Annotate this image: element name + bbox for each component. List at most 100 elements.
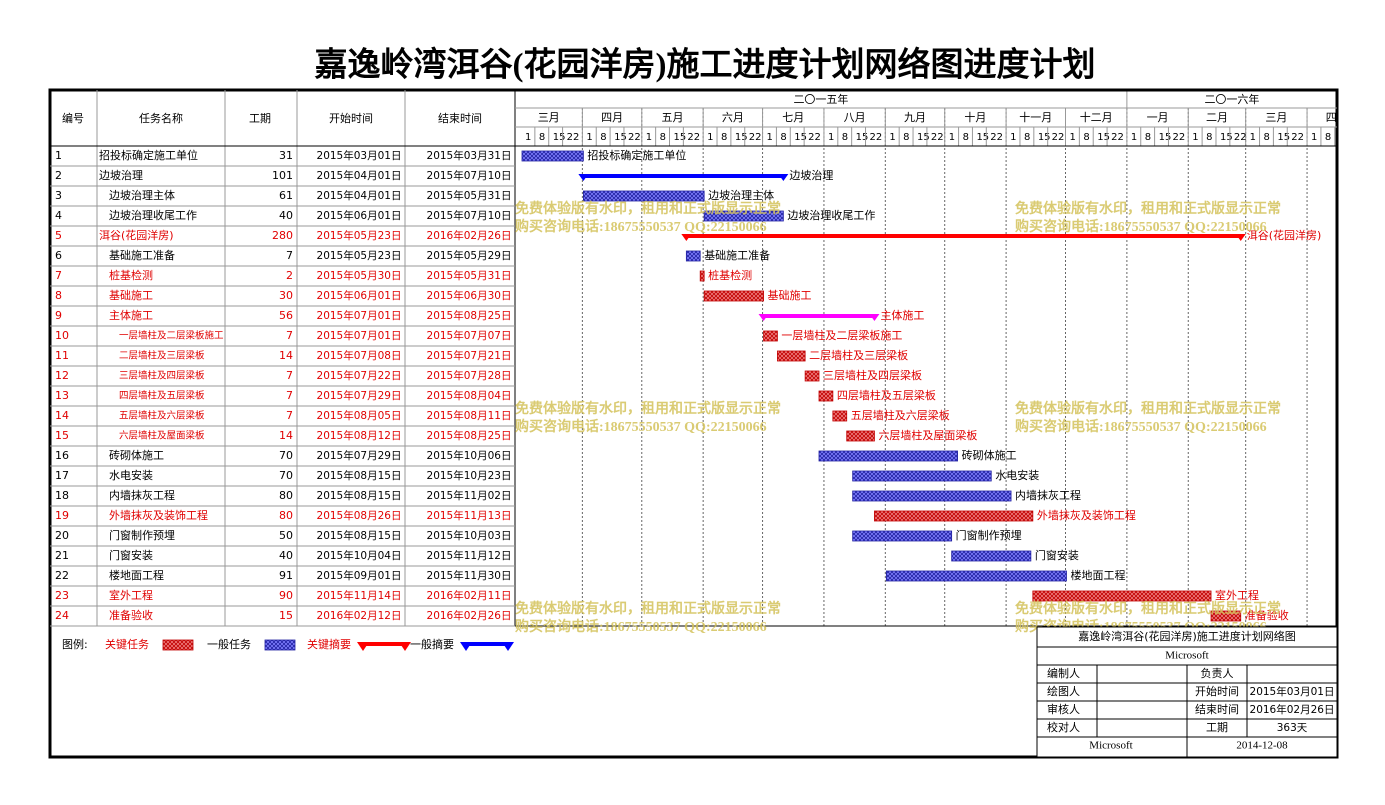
task-bar bbox=[763, 330, 778, 342]
task-id: 22 bbox=[55, 569, 69, 582]
task-id: 7 bbox=[55, 269, 62, 282]
info-value: 2016年02月26日 bbox=[1250, 703, 1335, 716]
task-end: 2015年05月29日 bbox=[427, 249, 512, 262]
task-start: 2016年02月12日 bbox=[317, 609, 402, 622]
month-label: 四月 bbox=[1326, 111, 1348, 124]
bar-label: 外墙抹灰及装饰工程 bbox=[1037, 508, 1136, 522]
legend-text: 一般任务 bbox=[207, 638, 251, 651]
day-label: 22 bbox=[1291, 132, 1304, 143]
day-label: 8 bbox=[660, 132, 666, 143]
task-duration: 70 bbox=[279, 469, 293, 482]
task-duration: 7 bbox=[286, 249, 293, 262]
task-start: 2015年08月05日 bbox=[317, 409, 402, 422]
info-company: Microsoft bbox=[1165, 650, 1208, 662]
task-end: 2015年07月07日 bbox=[427, 329, 512, 342]
task-duration: 31 bbox=[279, 149, 293, 162]
day-label: 15 bbox=[674, 132, 687, 143]
task-duration: 70 bbox=[279, 449, 293, 462]
task-name: 桩基检测 bbox=[109, 268, 153, 282]
task-name: 室外工程 bbox=[109, 588, 153, 602]
day-label: 1 bbox=[1311, 132, 1317, 143]
column-header: 结束时间 bbox=[438, 112, 482, 125]
year-label: 二〇一六年 bbox=[1204, 92, 1259, 106]
task-start: 2015年06月01日 bbox=[317, 209, 402, 222]
task-end: 2015年11月13日 bbox=[427, 509, 512, 522]
info-label: 编制人 bbox=[1047, 666, 1080, 680]
task-end: 2015年10月23日 bbox=[427, 469, 512, 482]
bar-label: 准备验收 bbox=[1245, 608, 1289, 622]
bar-label: 基础施工 bbox=[768, 289, 812, 302]
day-label: 22 bbox=[808, 132, 821, 143]
task-start: 2015年08月26日 bbox=[317, 509, 402, 522]
task-bar bbox=[852, 490, 1012, 502]
watermark: 购买咨询电话:18675550537 QQ:22150066 bbox=[515, 218, 767, 235]
task-end: 2016年02月11日 bbox=[427, 589, 512, 602]
task-end: 2015年06月30日 bbox=[427, 289, 512, 302]
task-id: 12 bbox=[55, 369, 69, 382]
info-label: 工期 bbox=[1206, 721, 1228, 734]
task-name: 一层墙柱及二层梁板施工 bbox=[119, 330, 224, 342]
day-label: 22 bbox=[628, 132, 641, 143]
day-label: 1 bbox=[767, 132, 773, 143]
task-name: 水电安装 bbox=[109, 468, 153, 482]
day-label: 15 bbox=[856, 132, 869, 143]
watermark: 免费体验版有水印，租用和正式版显示正常 bbox=[1015, 400, 1281, 417]
task-start: 2015年04月01日 bbox=[317, 189, 402, 202]
task-name: 准备验收 bbox=[109, 608, 153, 622]
task-end: 2016年02月26日 bbox=[427, 229, 512, 242]
task-duration: 7 bbox=[286, 389, 293, 402]
day-label: 1 bbox=[525, 132, 531, 143]
day-label: 1 bbox=[646, 132, 652, 143]
legend-label: 图例: bbox=[62, 637, 88, 651]
task-bar bbox=[846, 430, 875, 442]
summary-end bbox=[869, 314, 880, 321]
month-label: 一月 bbox=[1147, 111, 1169, 124]
month-label: 二月 bbox=[1206, 111, 1228, 124]
task-duration: 61 bbox=[279, 189, 293, 202]
month-label: 六月 bbox=[722, 111, 744, 124]
task-duration: 2 bbox=[286, 269, 293, 282]
info-label: 结束时间 bbox=[1195, 703, 1239, 716]
task-bar bbox=[777, 350, 806, 362]
task-bar bbox=[703, 290, 764, 302]
task-bar bbox=[699, 270, 705, 282]
task-id: 9 bbox=[55, 309, 62, 322]
bar-label: 基础施工准备 bbox=[704, 248, 770, 262]
task-end: 2015年10月03日 bbox=[427, 529, 512, 542]
day-label: 22 bbox=[1111, 132, 1124, 143]
day-label: 22 bbox=[990, 132, 1003, 143]
task-id: 15 bbox=[55, 429, 69, 442]
task-start: 2015年04月01日 bbox=[317, 169, 402, 182]
day-label: 1 bbox=[828, 132, 834, 143]
column-header: 工期 bbox=[249, 112, 271, 125]
task-name: 洱谷(花园洋房) bbox=[99, 228, 174, 242]
summary-end bbox=[578, 174, 589, 181]
task-id: 4 bbox=[55, 209, 62, 222]
legend-swatch-end bbox=[357, 642, 369, 651]
task-duration: 7 bbox=[286, 369, 293, 382]
day-label: 1 bbox=[1070, 132, 1076, 143]
bar-label: 桩基检测 bbox=[708, 268, 752, 282]
column-header: 开始时间 bbox=[329, 111, 373, 125]
info-footer: Microsoft bbox=[1089, 740, 1132, 752]
task-duration: 7 bbox=[286, 329, 293, 342]
month-label: 十月 bbox=[964, 110, 986, 124]
task-bar bbox=[818, 450, 959, 462]
task-start: 2015年08月15日 bbox=[317, 489, 402, 502]
task-name: 五层墙柱及六层梁板 bbox=[119, 410, 205, 422]
summary-end bbox=[681, 234, 692, 241]
task-start: 2015年08月15日 bbox=[317, 469, 402, 482]
day-label: 22 bbox=[1172, 132, 1185, 143]
task-duration: 91 bbox=[279, 569, 293, 582]
year-label: 二〇一五年 bbox=[793, 92, 848, 106]
watermark: 免费体验版有水印，租用和正式版显示正常 bbox=[515, 600, 781, 617]
month-label: 九月 bbox=[904, 111, 926, 124]
day-label: 1 bbox=[949, 132, 955, 143]
task-start: 2015年11月14日 bbox=[317, 589, 402, 602]
task-name: 二层墙柱及三层梁板 bbox=[119, 350, 205, 362]
bar-label: 一层墙柱及二层梁板施工 bbox=[781, 328, 902, 342]
info-label: 审核人 bbox=[1047, 702, 1080, 716]
task-duration: 40 bbox=[279, 549, 293, 562]
task-start: 2015年03月01日 bbox=[317, 149, 402, 162]
day-label: 1 bbox=[1010, 132, 1016, 143]
